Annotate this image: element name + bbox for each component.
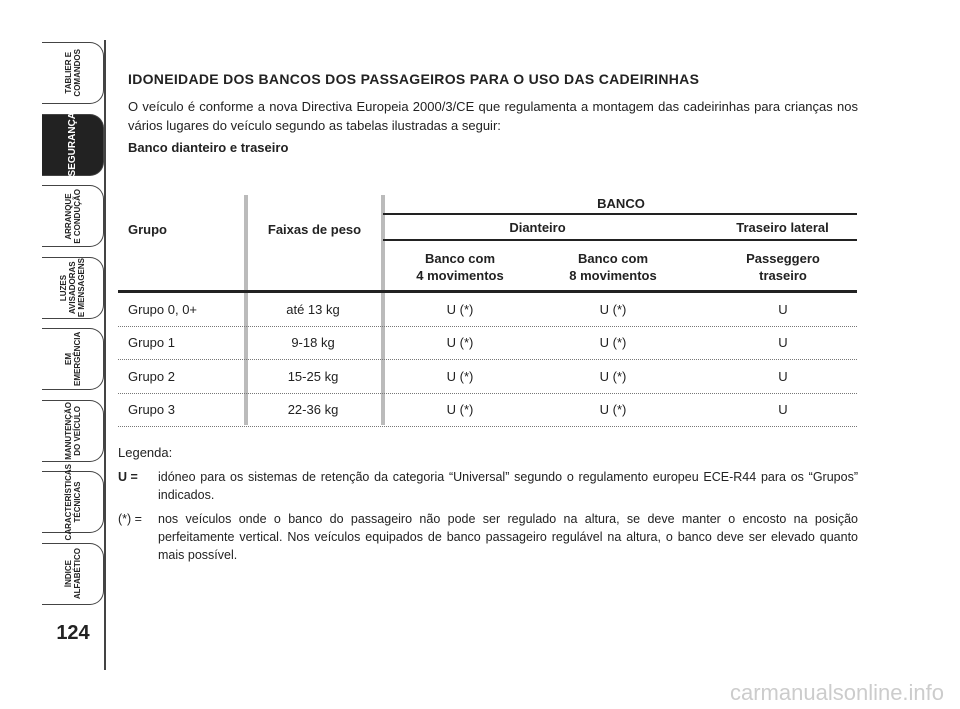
tab-label-line: EM EMERGÊNCIA bbox=[63, 331, 82, 387]
sidebar-tab: MANUTENÇÃO DO VEÍCULO bbox=[42, 399, 104, 462]
column-divider bbox=[244, 195, 248, 425]
table-cell: U (*) bbox=[599, 302, 627, 317]
tab-label-line: SEGURANÇA bbox=[67, 112, 78, 177]
sidebar-tab: ÍNDICE ALFABÉTICO bbox=[42, 542, 104, 605]
table-cell: U bbox=[778, 302, 788, 317]
rule bbox=[383, 239, 857, 241]
tab-label-line: E CONDUÇÃO bbox=[72, 188, 82, 244]
page-number: 124 bbox=[56, 622, 90, 644]
sidebar-tab: TABLIER E COMANDOS bbox=[42, 42, 104, 104]
legend-item: U = idóneo para os sistemas de retenção d… bbox=[118, 468, 858, 504]
table-cell: Grupo 0, 0+ bbox=[128, 302, 198, 317]
header-line: 4 movimentos bbox=[416, 268, 504, 283]
legend-item: (*) = nos veículos onde o banco do passag… bbox=[118, 510, 858, 564]
header-cell: Passeggero traseiro bbox=[708, 250, 858, 284]
tab-label: CARACTERÍSTICAS TÉCNICAS bbox=[64, 464, 82, 540]
table-cell: U bbox=[778, 335, 788, 351]
header-line: Banco com bbox=[424, 251, 496, 266]
row-separator bbox=[118, 392, 857, 394]
legend-key: (*) = bbox=[118, 512, 142, 526]
sidebar-tab: CARACTERÍSTICAS TÉCNICAS bbox=[42, 464, 104, 540]
watermark: carmanualsonline.info bbox=[730, 680, 945, 705]
table-cell: U (*) bbox=[446, 368, 474, 384]
row-separator bbox=[118, 425, 857, 427]
table-cell: U (*) bbox=[599, 335, 627, 351]
header-cell: Grupo bbox=[128, 222, 167, 237]
intro: O veículo é conforme a nova Directiva Eu… bbox=[128, 99, 858, 133]
tab-label: MANUTENÇÃO DO VEÍCULO bbox=[64, 402, 82, 460]
table-cell: 15-25 kg bbox=[287, 368, 339, 384]
tab-label: ÍNDICE ALFABÉTICO bbox=[64, 548, 82, 599]
table-cell: U (*) bbox=[446, 335, 474, 351]
table-cell: Grupo 1 bbox=[128, 335, 175, 351]
header-line: traseiro bbox=[759, 268, 807, 283]
table-cell: U bbox=[778, 368, 788, 384]
table-cell: até 13 kg bbox=[286, 302, 340, 317]
tab-label: ARRANQUE E CONDUÇÃO bbox=[64, 189, 82, 244]
legend-key: U = bbox=[118, 470, 138, 484]
rule bbox=[383, 213, 857, 215]
table-cell: U (*) bbox=[446, 401, 474, 417]
tab-label-line: E MENSAGENS bbox=[77, 257, 86, 318]
sidebar-tab: LUZES AVISADORAS E MENSAGENS bbox=[42, 256, 104, 319]
header-line: Passeggero bbox=[746, 251, 820, 266]
tab-label-line: AVISADORAS bbox=[68, 261, 77, 314]
table-cell: Grupo 3 bbox=[128, 401, 175, 417]
table-cell: U (*) bbox=[599, 368, 627, 384]
legend-text: nos veículos onde o banco do passageiro … bbox=[158, 512, 858, 562]
tab-label: LUZES AVISADORAS E MENSAGENS bbox=[59, 258, 86, 317]
header-cell: Faixas de peso bbox=[267, 222, 362, 237]
table-cell: U (*) bbox=[599, 401, 627, 417]
tab-label-line: CARACTERÍSTICAS bbox=[63, 463, 73, 541]
sidebar-rule bbox=[104, 40, 106, 670]
table-cell: Grupo 2 bbox=[128, 368, 175, 384]
legend: U = idóneo para os sistemas de retenção d… bbox=[118, 468, 858, 570]
sidebar-tab: SEGURANÇA bbox=[42, 112, 104, 177]
header-line: 8 movimentos bbox=[569, 268, 657, 283]
legend-title: Legenda: bbox=[118, 445, 173, 460]
row-separator bbox=[118, 326, 857, 327]
tab-label: EM EMERGÊNCIA bbox=[64, 329, 82, 389]
header-cell: Banco com 4 movimentos bbox=[385, 250, 535, 284]
header-line: Banco com bbox=[577, 251, 649, 266]
legend-text: idóneo para os sistemas de retenção da c… bbox=[158, 470, 858, 502]
tab-label-line: MANUTENÇÃO bbox=[63, 401, 73, 460]
header-cell: Banco com 8 movimentos bbox=[538, 250, 688, 284]
tab-label-line: COMANDOS bbox=[72, 49, 82, 97]
header-cell: Dianteiro bbox=[509, 220, 566, 235]
sidebar-tab: EM EMERGÊNCIA bbox=[42, 328, 104, 390]
sidebar-tab: ARRANQUE E CONDUÇÃO bbox=[42, 185, 104, 247]
tab-label-line: ARRANQUE bbox=[63, 192, 73, 240]
tab-label-line: ALFABÉTICO bbox=[72, 547, 82, 600]
tab-label-line: TABLIER E bbox=[63, 52, 73, 94]
table-cell: U bbox=[778, 401, 788, 417]
column-divider bbox=[381, 195, 385, 425]
header-cell: Traseiro lateral bbox=[736, 220, 829, 235]
table-cell: 9-18 kg bbox=[291, 335, 335, 351]
tab-label-line: LUZES bbox=[59, 274, 68, 301]
subheading: Banco dianteiro e traseiro bbox=[128, 140, 289, 155]
rule bbox=[118, 290, 857, 293]
tab-label: TABLIER E COMANDOS bbox=[64, 49, 82, 97]
tab-label-line: TÉCNICAS bbox=[72, 481, 82, 523]
title: IDONEIDADE DOS BANCOS DOS PASSAGEIROS PA… bbox=[128, 71, 700, 87]
header-cell: BANCO bbox=[597, 196, 645, 211]
tab-label: SEGURANÇA bbox=[67, 112, 78, 177]
row-separator bbox=[118, 359, 857, 361]
table-cell: U (*) bbox=[446, 302, 474, 317]
tab-label-line: DO VEÍCULO bbox=[72, 405, 82, 456]
tab-label-line: ÍNDICE bbox=[63, 559, 73, 588]
table-cell: 22-36 kg bbox=[287, 401, 339, 417]
